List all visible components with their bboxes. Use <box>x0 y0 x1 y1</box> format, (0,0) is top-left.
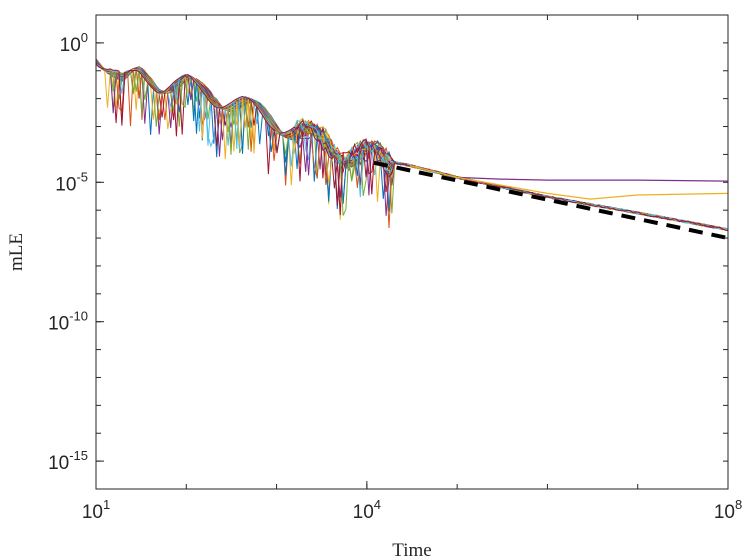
y-tick-label: 10-15 <box>48 448 88 474</box>
outlier-series-line <box>409 164 728 200</box>
ticks-layer <box>95 14 729 490</box>
y-tick-label: 100 <box>60 30 88 56</box>
y-axis-label: mLE <box>6 233 27 271</box>
reference-dashed-line <box>373 160 729 241</box>
reference-layer <box>373 160 729 241</box>
series-layer <box>96 58 728 232</box>
series-line <box>96 63 728 232</box>
x-tick-label: 108 <box>714 497 742 523</box>
x-axis-label: Time <box>392 540 431 559</box>
tick-labels-layer: 101 104 108 100 10-5 10-10 10-15 <box>48 30 742 523</box>
y-tick-label: 10-5 <box>55 169 88 195</box>
x-tick-label: 101 <box>82 497 110 523</box>
y-tick-label: 10-10 <box>48 309 88 335</box>
x-tick-label: 104 <box>353 497 381 523</box>
plot-area-frame <box>95 14 729 490</box>
